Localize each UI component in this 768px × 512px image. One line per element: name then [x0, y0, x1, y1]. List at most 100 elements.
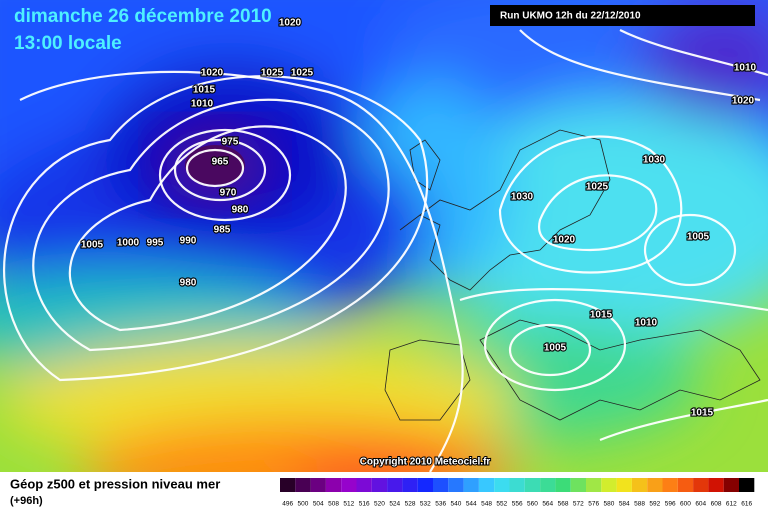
scale-swatch: [739, 478, 755, 492]
scale-swatch: [509, 478, 525, 492]
scale-label: 608: [711, 501, 722, 508]
isobar-label: 975: [222, 137, 239, 148]
isobar-label: 970: [220, 188, 237, 199]
scale-label: 516: [359, 501, 370, 508]
isobar-label: 980: [180, 278, 197, 289]
run-info: Run UKMO 12h du 22/12/2010: [500, 11, 641, 22]
date: dimanche 26 décembre 2010: [14, 6, 272, 27]
scale-label: 504: [313, 501, 324, 508]
scale-swatch: [524, 478, 541, 492]
scale-label: 552: [496, 501, 507, 508]
scale-swatch: [463, 478, 479, 492]
lead-time: (+96h): [10, 495, 43, 507]
copyright: Copyright 2010 Meteociel.fr: [360, 457, 491, 468]
run-box: [490, 5, 755, 26]
scale-label: 596: [665, 501, 676, 508]
scale-label: 588: [634, 501, 645, 508]
isobar-label: 985: [214, 225, 231, 236]
isobar-label: 980: [232, 205, 249, 216]
scale-label: 600: [680, 501, 691, 508]
scale-label: 556: [512, 501, 523, 508]
isobar-label: 1025: [261, 68, 284, 79]
isobar-label: 965: [212, 157, 229, 168]
isobar-label: 1020: [553, 235, 576, 246]
scale-label: 536: [435, 501, 446, 508]
scale-label: 568: [558, 501, 569, 508]
footer-title: Géop z500 et pression niveau mer: [10, 476, 220, 491]
scale-swatch: [402, 478, 418, 492]
isobars: [3, 29, 768, 472]
scale-label: 616: [741, 501, 752, 508]
scale-label: 584: [619, 501, 630, 508]
scale-swatch: [708, 478, 724, 492]
scale-swatch: [325, 478, 342, 492]
isobar-label: 1025: [586, 182, 609, 193]
scale-swatch: [433, 478, 449, 492]
scale-swatch: [417, 478, 433, 492]
scale-label: 612: [726, 501, 737, 508]
scale-swatch: [478, 478, 495, 492]
scale-swatch: [280, 478, 296, 492]
scale-label: 544: [466, 501, 477, 508]
scale-label: 576: [588, 501, 599, 508]
isobar-label: 1020: [732, 96, 755, 107]
scale-swatch: [356, 478, 372, 492]
isobar-label: 1010: [191, 99, 214, 110]
scale-swatch: [616, 478, 632, 492]
scale-swatch: [371, 478, 388, 492]
scale-swatch: [723, 478, 739, 492]
scale-swatch: [677, 478, 694, 492]
scale-swatch: [555, 478, 571, 492]
scale-label: 500: [298, 501, 309, 508]
scale-swatch: [570, 478, 586, 492]
isobar-label: 1010: [635, 318, 658, 329]
color-scale: 496 500 504 508 512 516 520 524 528 532 536 540 544 5…: [280, 478, 755, 508]
isobar-label: 1030: [643, 155, 666, 166]
scale-label: 520: [374, 501, 385, 508]
isobar-label: 1025: [291, 68, 314, 79]
isobar-label: 1015: [590, 310, 613, 321]
scale-swatch: [601, 478, 617, 492]
scale-swatch: [662, 478, 678, 492]
scale-swatch: [631, 478, 648, 492]
isobar-label: 1030: [511, 192, 534, 203]
scale-swatch: [310, 478, 326, 492]
scale-swatch: [295, 478, 311, 492]
isobar-label: 1015: [193, 85, 216, 96]
scale-swatch: [586, 478, 602, 492]
scale-swatch: [540, 478, 556, 492]
isobar-label: 1020: [201, 68, 224, 79]
scale-label: 564: [542, 501, 553, 508]
scale-label: 604: [695, 501, 706, 508]
scale-swatch: [341, 478, 357, 492]
scale-label: 528: [405, 501, 416, 508]
scale-label: 496: [282, 501, 293, 508]
isobar-label: 990: [180, 236, 197, 247]
isobar-label: 1020: [279, 18, 302, 29]
scale-swatch: [387, 478, 403, 492]
scale-label: 572: [573, 501, 584, 508]
isobar-label: 1005: [687, 232, 710, 243]
isobar-label: 995: [147, 238, 164, 249]
scale-label: 540: [451, 501, 462, 508]
isobar-label: 1005: [544, 343, 567, 354]
isobar-label: 1015: [691, 408, 714, 419]
isobar-label: 1010: [734, 63, 757, 74]
isobar-label: 1000: [117, 238, 140, 249]
scale-swatch: [448, 478, 464, 492]
scale-swatch: [647, 478, 663, 492]
scale-label: 532: [420, 501, 431, 508]
scale-label: 560: [527, 501, 538, 508]
scale-label: 508: [328, 501, 339, 508]
scale-label: 580: [604, 501, 615, 508]
coastlines: [384, 129, 761, 421]
time: 13:00 locale: [14, 33, 122, 54]
scale-label: 548: [481, 501, 492, 508]
isobar-label: 1005: [81, 240, 104, 251]
scale-swatch: [693, 478, 709, 492]
scale-swatch: [494, 478, 510, 492]
scale-label: 592: [649, 501, 660, 508]
